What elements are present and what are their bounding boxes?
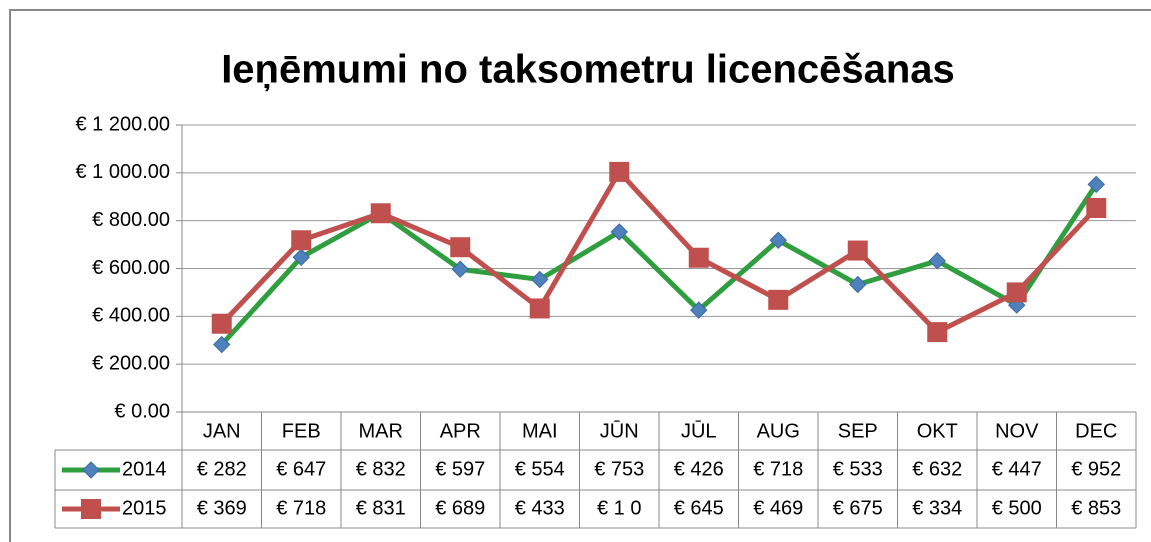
marker xyxy=(688,247,709,268)
marker xyxy=(82,461,100,479)
table-value: € 533 xyxy=(833,458,883,480)
marker xyxy=(450,237,471,258)
marker xyxy=(849,275,867,294)
y-tick-label: € 800.00 xyxy=(92,209,170,231)
table-value: € 1 0 xyxy=(597,497,641,519)
x-tick-label: JAN xyxy=(203,420,241,442)
marker xyxy=(1087,175,1105,194)
table-value: € 952 xyxy=(1071,458,1121,480)
table-value: € 831 xyxy=(356,497,406,519)
table-value: € 645 xyxy=(674,497,724,519)
table-value: € 632 xyxy=(912,458,962,480)
marker xyxy=(1006,282,1027,303)
chart-border xyxy=(9,9,1151,542)
legend-label: 2015 xyxy=(122,497,167,519)
marker xyxy=(769,231,787,249)
marker xyxy=(81,499,101,519)
table-value: € 334 xyxy=(912,497,962,519)
x-tick-label: JŪN xyxy=(600,419,639,442)
y-tick-label: € 1 000.00 xyxy=(75,161,170,183)
y-tick-label: € 600.00 xyxy=(92,257,170,279)
x-tick-label: MAI xyxy=(522,420,558,442)
x-tick-label: MAR xyxy=(359,420,403,442)
marker xyxy=(928,252,946,270)
table-value: € 718 xyxy=(276,497,326,519)
marker xyxy=(370,203,391,224)
table-value: € 647 xyxy=(276,458,326,480)
table-value: € 554 xyxy=(515,458,565,480)
marker xyxy=(1008,296,1026,314)
x-tick-label: OKT xyxy=(917,420,958,442)
table-value: € 433 xyxy=(515,497,565,519)
table-value: € 426 xyxy=(674,458,724,480)
marker xyxy=(531,270,549,289)
x-tick-label: AUG xyxy=(757,420,800,442)
x-tick-label: APR xyxy=(440,420,481,442)
marker xyxy=(291,230,312,251)
y-tick-label: € 400.00 xyxy=(92,305,170,327)
marker xyxy=(211,313,232,334)
table-value: € 369 xyxy=(197,497,247,519)
marker xyxy=(451,260,469,278)
table-value: € 832 xyxy=(356,458,406,480)
marker xyxy=(768,289,789,310)
x-tick-label: JŪL xyxy=(681,419,717,442)
marker xyxy=(610,223,628,241)
table-value: € 500 xyxy=(992,497,1042,519)
y-tick-label: € 1 200.00 xyxy=(75,113,170,135)
table-value: € 469 xyxy=(753,497,803,519)
legend-label: 2014 xyxy=(122,458,167,480)
marker xyxy=(609,161,630,182)
marker xyxy=(847,240,868,261)
marker xyxy=(529,298,550,319)
x-tick-label: DEC xyxy=(1075,420,1117,442)
x-tick-label: NOV xyxy=(995,420,1039,442)
marker xyxy=(213,335,231,354)
marker xyxy=(1086,197,1107,218)
y-tick-label: € 200.00 xyxy=(92,352,170,374)
x-tick-label: SEP xyxy=(838,420,878,442)
y-tick-label: € 0.00 xyxy=(114,400,170,422)
table-value: € 689 xyxy=(435,497,485,519)
table-value: € 718 xyxy=(753,458,803,480)
table-value: € 675 xyxy=(833,497,883,519)
marker xyxy=(292,248,310,266)
series-line xyxy=(219,169,1099,335)
table-value: € 447 xyxy=(992,458,1042,480)
marker xyxy=(927,322,948,343)
x-tick-label: FEB xyxy=(282,420,321,442)
table-value: € 282 xyxy=(197,458,247,480)
table-value: € 597 xyxy=(435,458,485,480)
table-value: € 753 xyxy=(594,458,644,480)
chart-title: Ieņēmumi no taksometru licencēšanas xyxy=(221,48,955,92)
marker xyxy=(690,301,708,319)
table-value: € 853 xyxy=(1071,497,1121,519)
